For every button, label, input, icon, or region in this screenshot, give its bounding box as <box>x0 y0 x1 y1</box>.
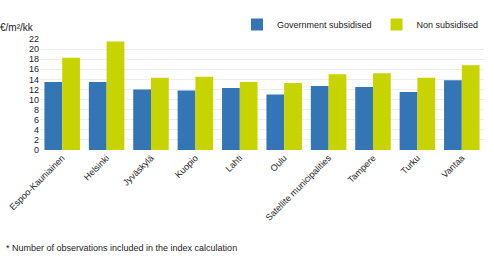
svg-text:14: 14 <box>29 75 39 85</box>
svg-text:10: 10 <box>29 95 39 105</box>
svg-text:8: 8 <box>34 105 39 115</box>
svg-text:16: 16 <box>29 64 39 74</box>
svg-text:* Number of observations inclu: * Number of observations included in the… <box>6 243 237 253</box>
svg-text:Helsinki: Helsinki <box>82 153 111 182</box>
svg-text:0: 0 <box>34 145 39 155</box>
svg-text:4: 4 <box>34 125 39 135</box>
svg-text:Kuopio: Kuopio <box>173 153 200 180</box>
svg-text:Lahti: Lahti <box>224 153 245 174</box>
svg-text:Vantaa: Vantaa <box>440 153 467 180</box>
svg-text:Espoo-Kauniainen: Espoo-Kauniainen <box>8 153 67 212</box>
svg-text:12: 12 <box>29 85 39 95</box>
svg-text:6: 6 <box>34 115 39 125</box>
svg-text:Satellite municipalities: Satellite municipalities <box>264 153 334 223</box>
svg-text:Non subsidised: Non subsidised <box>417 20 479 30</box>
svg-text:Oulu: Oulu <box>268 153 289 174</box>
svg-text:Turku: Turku <box>399 153 422 176</box>
svg-text:Government subsidised: Government subsidised <box>277 20 372 30</box>
svg-text:22: 22 <box>29 34 39 44</box>
svg-text:Tampere: Tampere <box>346 153 378 185</box>
svg-text:18: 18 <box>29 54 39 64</box>
svg-text:2: 2 <box>34 135 39 145</box>
svg-text:€/m²/kk: €/m²/kk <box>0 22 34 33</box>
svg-text:20: 20 <box>29 44 39 54</box>
svg-text:Jyväskylä: Jyväskylä <box>121 153 156 188</box>
